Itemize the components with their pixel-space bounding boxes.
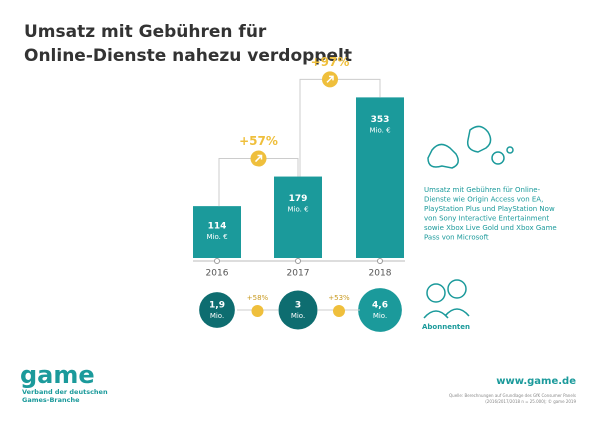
subscriber-unit: Mio. [373,312,387,320]
subscriber-unit: Mio. [210,312,224,320]
description: Pass von Microsoft [424,234,489,242]
org-name: Games-Branche [22,396,80,404]
subscriber-circle [358,288,402,332]
description: sowie Xbox Live Gold und Xbox Game [424,224,557,232]
bar-unit: Mio. € [287,206,308,214]
chart-title: Online-Dienste nahezu verdoppelt [24,46,352,66]
tick-dot [377,258,383,264]
description: PlayStation Plus und PlayStation Now [424,205,555,213]
chart-title: Umsatz mit Gebühren für [24,22,267,42]
bar [274,176,322,258]
logo: game [20,361,95,389]
bar-value: 353 [371,115,390,125]
x-tick-label: 2018 [369,269,392,279]
people-icon [423,279,470,319]
growth-label: +58% [247,294,269,302]
growth-label: +53% [328,294,350,302]
source: (2016/2017/2018 n = 25.000); © game 2019 [485,399,576,404]
growth-icon [333,305,345,317]
bar-value: 114 [208,222,227,232]
bar-unit: Mio. € [369,126,390,134]
controller-icon [427,125,514,169]
growth-arrow [254,154,263,163]
subscriber-value: 3 [295,301,301,311]
subscriber-value: 4,6 [372,301,388,311]
growth-icon [251,305,264,317]
url: www.game.de [496,376,576,387]
tick-dot [214,258,220,264]
description: Umsatz mit Gebühren für Online- [424,186,541,194]
bar [356,97,404,258]
subscriber-circle [199,292,235,328]
subscriber-value: 1,9 [209,301,225,311]
description: von Sony Interactive Entertainment [424,215,549,223]
subscriber-circle [278,290,318,330]
bar [193,206,241,258]
growth-bracket [299,78,381,177]
legend-label: Abonnenten [422,323,470,331]
x-tick-label: 2016 [206,269,229,279]
description: Dienste wie Origin Access von EA, [424,196,543,204]
bar-value: 179 [289,194,308,204]
growth-arrow [326,75,334,83]
subscriber-unit: Mio. [291,312,305,320]
tick-dot [295,258,301,264]
org-name: Verband der deutschen [22,388,108,396]
growth-label: +97% [311,55,350,69]
x-tick-label: 2017 [287,269,310,279]
bar-unit: Mio. € [206,233,227,241]
growth-label: +57% [239,134,278,148]
source: Quelle: Berechnungen auf Grundlage des G… [449,393,576,398]
